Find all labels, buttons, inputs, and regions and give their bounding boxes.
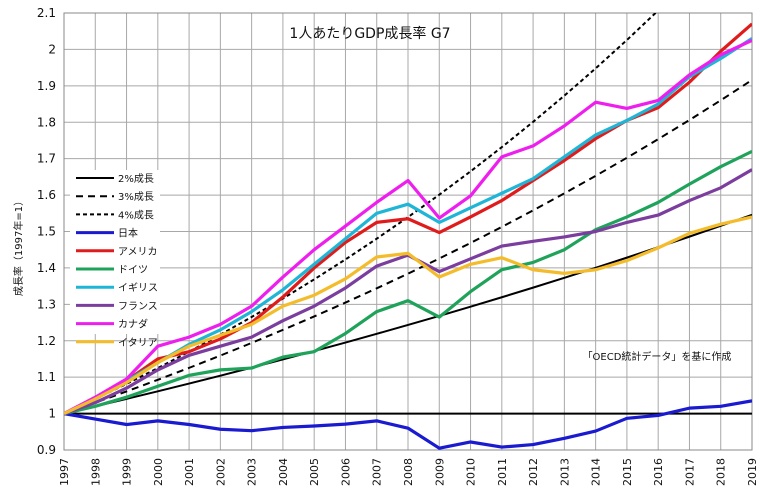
series-line — [64, 38, 752, 416]
reference-lines — [64, 13, 752, 415]
chart-title: 1人あたりGDP成長率 G7 — [289, 25, 450, 42]
x-tick-label: 2008 — [402, 458, 415, 486]
legend-label: 3%成長 — [118, 191, 154, 203]
source-note: 「OECD統計データ」を基に作成 — [583, 350, 732, 363]
reference-line — [64, 13, 657, 415]
y-tick-label: 1.9 — [37, 79, 56, 93]
y-tick-label: 1.5 — [37, 225, 56, 239]
y-tick-label: 1.2 — [37, 334, 56, 348]
x-tick-label: 2014 — [590, 458, 603, 486]
y-tick-label: 1.6 — [37, 188, 56, 202]
y-tick-label: 2.1 — [37, 6, 56, 20]
x-tick-label: 2017 — [683, 458, 696, 486]
x-tick-label: 2007 — [371, 458, 384, 486]
axes: 0.9 1 1.1 1.2 1.3 1.4 1.5 1.6 1.7 1.8 1.9 2 2.1 1997 1… — [37, 6, 759, 486]
x-tick-label: 2000 — [152, 458, 165, 486]
reference-line — [64, 213, 752, 415]
x-tick-label: 2003 — [246, 458, 259, 486]
legend-label: ドイツ — [118, 265, 148, 276]
legend-label: カナダ — [118, 318, 148, 331]
legend-label: 日本 — [118, 227, 138, 240]
x-tick-label: 2012 — [527, 458, 540, 486]
legend-label: 2%成長 — [118, 173, 154, 185]
x-tick-label: 2004 — [277, 458, 290, 486]
legend-label: フランス — [118, 300, 158, 312]
x-tick-label: 2019 — [746, 458, 759, 486]
x-tick-label: 2001 — [183, 458, 196, 486]
y-tick-label: 2 — [48, 42, 56, 56]
x-tick-label: 1998 — [89, 458, 102, 486]
plot-frame — [63, 12, 753, 451]
legend-label: 4%成長 — [118, 209, 154, 221]
series-lines — [64, 22, 752, 450]
series-line — [64, 215, 752, 416]
y-tick-label: 1.3 — [37, 297, 56, 311]
y-axis-label: 成長率（1997年=1） — [12, 196, 25, 296]
x-tick-label: 2005 — [308, 458, 321, 486]
y-tick-label: 1 — [48, 407, 56, 421]
y-tick-label: 1.8 — [37, 115, 56, 129]
y-tick-label: 1.7 — [37, 152, 56, 166]
x-tick-label: 2002 — [214, 458, 227, 486]
x-tick-label: 2015 — [621, 458, 634, 486]
y-tick-label: 1.1 — [37, 370, 56, 384]
y-tick-label: 1.4 — [37, 261, 56, 275]
series-line — [64, 149, 752, 416]
x-tick-label: 1997 — [58, 458, 71, 486]
legend-label: アメリカ — [118, 246, 158, 258]
reference-line — [64, 79, 752, 415]
x-tick-label: 2009 — [433, 458, 446, 486]
series-line — [64, 399, 752, 450]
legend-label: イギリス — [118, 282, 158, 294]
x-tick-label: 2010 — [465, 458, 478, 486]
x-tick-label: 2018 — [715, 458, 728, 486]
y-tick-label: 0.9 — [37, 443, 56, 457]
x-tick-label: 2011 — [496, 458, 509, 486]
x-tick-label: 1999 — [121, 458, 134, 486]
x-tick-label: 2016 — [652, 458, 665, 486]
legend-label: イタリア — [118, 337, 158, 349]
x-tick-label: 2013 — [558, 458, 571, 486]
x-tick-label: 2006 — [339, 458, 352, 486]
